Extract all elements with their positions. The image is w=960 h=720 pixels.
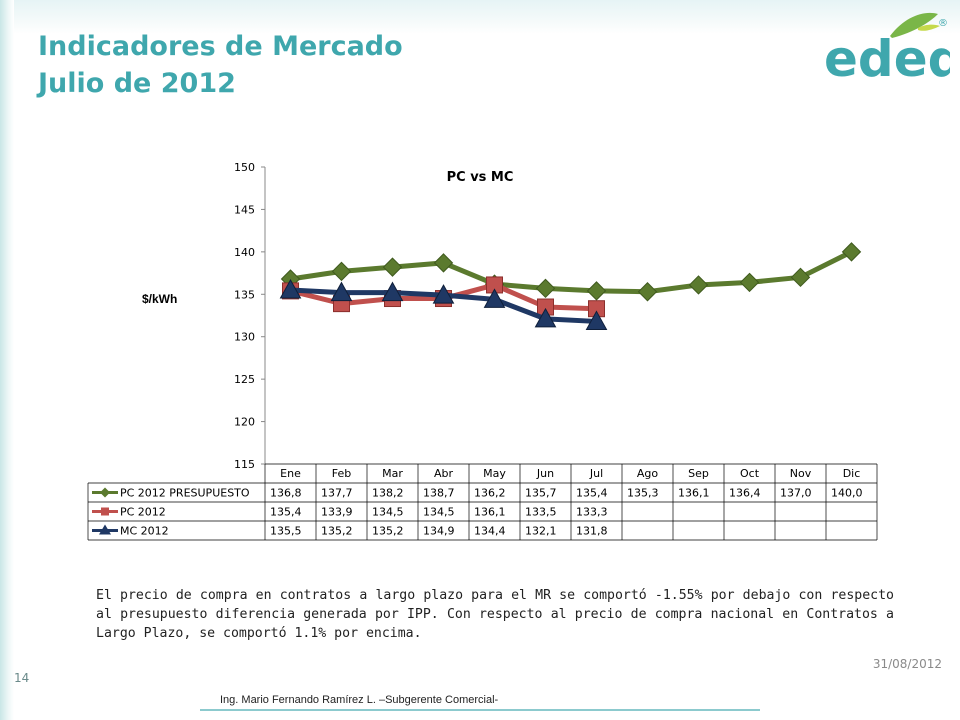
data-label-pc-2012: 135,4 [270,506,302,519]
data-point-pc-2012-presupuesto [688,275,709,295]
data-label-pc-2012-presupuesto: 138,7 [423,487,455,500]
y-tick-label: 145 [234,203,255,216]
y-tick-label: 115 [234,458,255,471]
x-tick-label: Jul [589,467,603,480]
data-label-mc-2012: 134,4 [474,525,506,538]
x-tick-label: Feb [332,467,351,480]
y-tick-label: 135 [234,288,255,301]
footer-author: Ing. Mario Fernando Ramírez L. –Subgeren… [220,694,499,706]
x-tick-label: Nov [790,467,812,480]
data-label-pc-2012-presupuesto: 136,8 [270,487,302,500]
data-label-pc-2012-presupuesto: 137,0 [780,487,812,500]
data-label-pc-2012-presupuesto: 136,2 [474,487,506,500]
series-line-pc-2012-presupuesto [290,249,853,295]
slide-date: 31/08/2012 [872,657,942,671]
slide-title-line2: Julio de 2012 [38,68,236,99]
data-label-pc-2012-presupuesto: 135,4 [576,487,608,500]
data-label-pc-2012-presupuesto: 136,4 [729,487,761,500]
logo-leaf-icon [890,12,938,38]
legend-label-pc-2012: PC 2012 [120,506,166,519]
y-tick-label: 140 [234,246,255,259]
data-point-pc-2012-presupuesto [331,261,352,282]
x-tick-label: Sep [688,467,709,480]
data-point-mc-2012 [279,279,302,299]
logo-registered-mark: ® [938,18,948,29]
plot-area [279,242,862,330]
data-label-pc-2012-presupuesto: 135,3 [627,487,659,500]
data-point-pc-2012-presupuesto [637,282,658,302]
analysis-paragraph: El precio de compra en contratos a largo… [96,588,894,641]
x-tick-label: Mar [382,467,403,480]
data-point-pc-2012-presupuesto [841,242,862,262]
data-point-pc-2012-presupuesto [586,281,607,301]
data-label-pc-2012-presupuesto: 137,7 [321,487,353,500]
x-tick-label: Jun [536,467,554,480]
legend-marker-mc-2012 [99,524,111,535]
left-decoration [0,0,14,720]
data-table: Ene Feb Mar Abr May Jun Jul Ago Sep Oct Nov Dic PC 2… [87,463,878,541]
data-point-pc-2012-presupuesto [382,257,403,277]
legend-label-pc-2012-presupuesto: PC 2012 PRESUPUESTO [120,487,250,500]
x-tick-label: May [483,467,506,480]
slide-title: Indicadores de Mercado Julio de 2012 [38,28,403,102]
y-tick-label: 130 [234,331,255,344]
chart-title: PC vs MC [447,170,514,185]
data-label-mc-2012: 135,5 [270,525,302,538]
data-label-mc-2012: 135,2 [321,525,353,538]
x-tick-label: Dic [843,467,861,480]
data-label-mc-2012: 135,2 [372,525,404,538]
x-tick-label: Ago [637,467,659,480]
data-label-pc-2012: 133,5 [525,506,557,519]
data-point-mc-2012 [432,284,455,304]
data-point-mc-2012 [330,281,353,302]
footer-divider [200,709,760,711]
data-point-mc-2012 [534,307,557,328]
slide-title-line1: Indicadores de Mercado [38,31,403,62]
legend-marker-pc-2012 [101,507,109,516]
x-tick-label: Oct [740,467,760,480]
data-point-pc-2012-presupuesto [535,278,556,299]
top-decoration [0,0,960,34]
data-point-pc-2012-presupuesto [739,272,760,293]
data-label-pc-2012-presupuesto: 135,7 [525,487,557,500]
logo-leaf-small-icon [918,24,940,31]
data-label-pc-2012-presupuesto: 138,2 [372,487,404,500]
y-tick-label: 150 [234,161,255,174]
x-tick-label: Abr [434,467,454,480]
edeq-logo: edeq ® [824,12,950,88]
y-axis-label: $/kWh [142,292,177,306]
data-label-pc-2012: 133,3 [576,506,608,519]
y-tick-label: 125 [234,373,255,386]
data-label-mc-2012: 132,1 [525,525,557,538]
y-axis-ticks: 150 145 140 135 130 125 120 115 [234,161,266,471]
data-label-mc-2012: 134,9 [423,525,455,538]
line-chart: PC vs MC $/kWh 150145140135130125120115 … [87,161,878,541]
data-point-mc-2012 [585,310,608,330]
data-point-pc-2012-presupuesto [790,267,811,288]
page-number: 14 [14,671,30,685]
data-label-pc-2012: 133,9 [321,506,353,519]
data-point-pc-2012-presupuesto [433,253,454,273]
legend-label-mc-2012: MC 2012 [120,525,169,538]
data-label-pc-2012-presupuesto: 136,1 [678,487,710,500]
data-label-pc-2012: 134,5 [423,506,455,519]
logo-text: edeq [824,30,950,88]
x-tick-label: Ene [280,467,301,480]
data-label-pc-2012-presupuesto: 140,0 [831,487,863,500]
legend-marker-pc-2012-presupuesto [100,487,110,498]
data-label-pc-2012: 134,5 [372,506,404,519]
data-label-mc-2012: 131,8 [576,525,608,538]
data-point-mc-2012 [381,281,404,302]
data-point-mc-2012 [483,288,506,308]
y-tick-label: 120 [234,416,255,429]
data-label-pc-2012: 136,1 [474,506,506,519]
